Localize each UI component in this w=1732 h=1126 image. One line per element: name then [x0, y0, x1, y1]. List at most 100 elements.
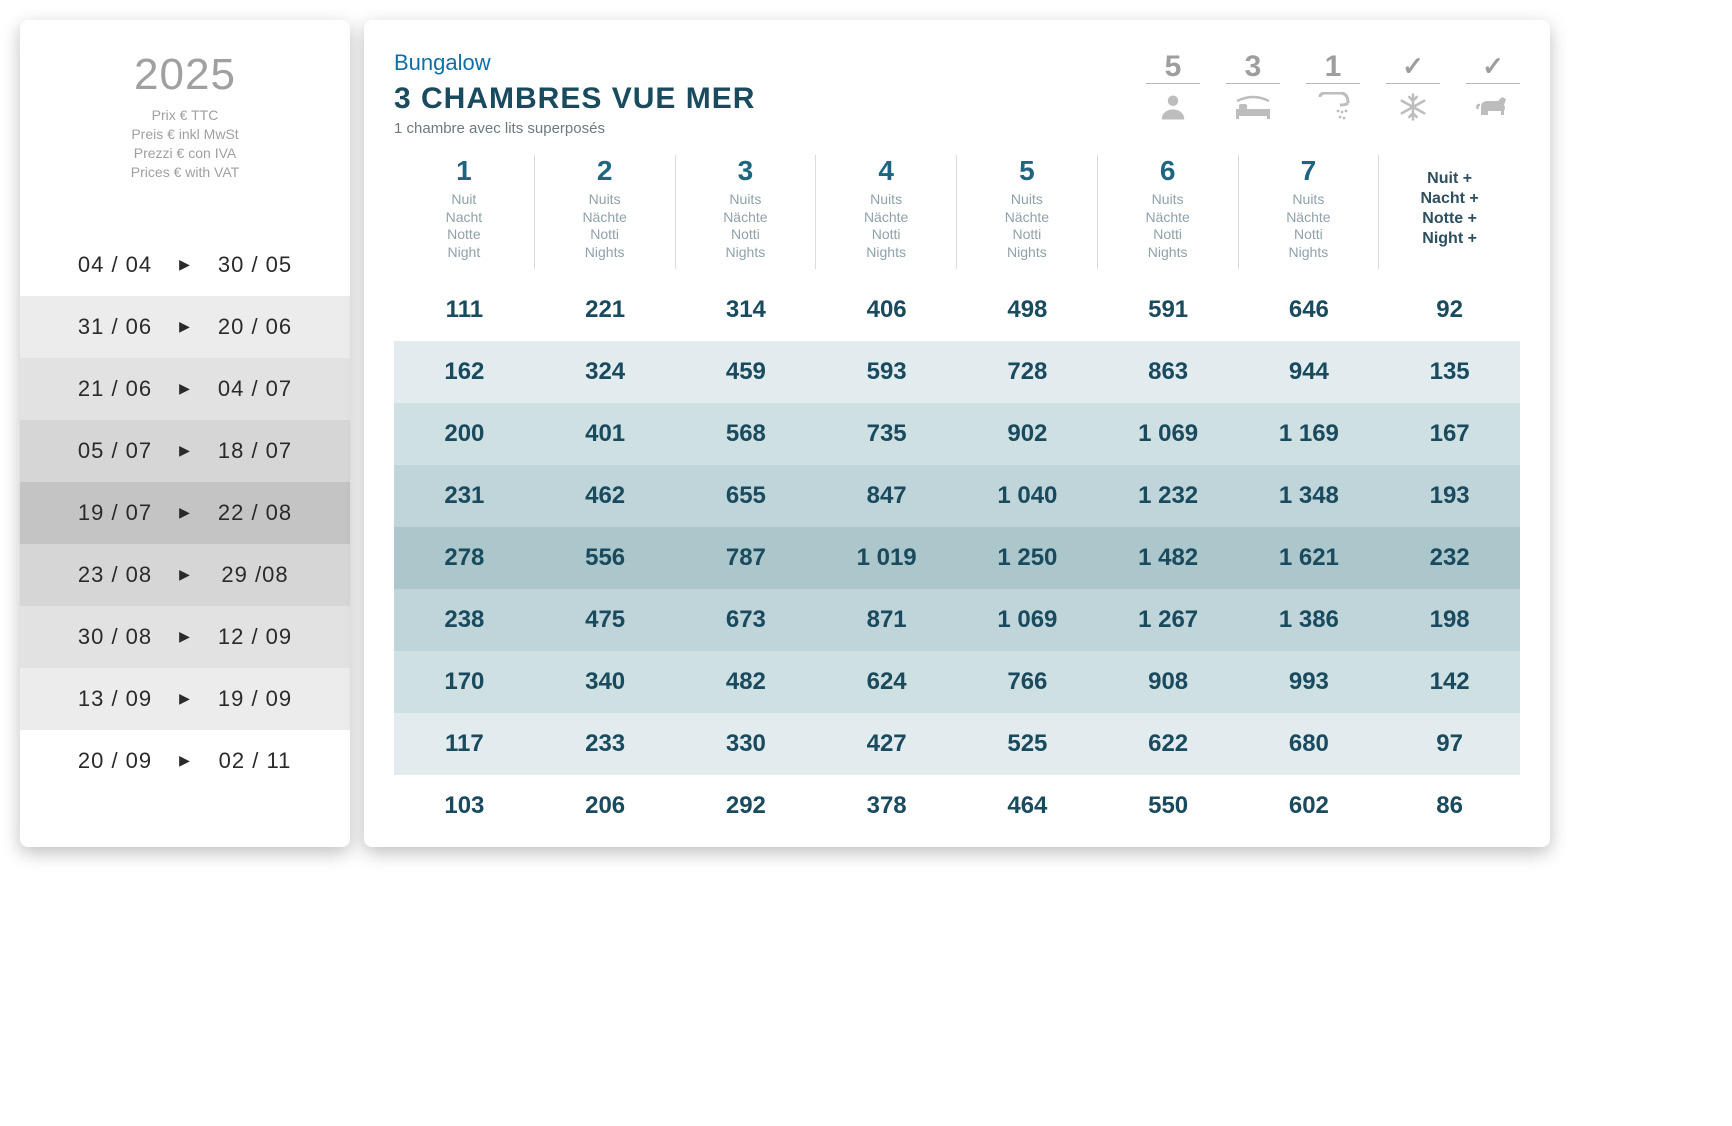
col-labels: NuitsNächteNottiNights	[1106, 191, 1230, 261]
date-row: 23 / 08▶29 /08	[20, 544, 350, 606]
year-label: 2025	[20, 50, 350, 100]
price-row: 11723333042752562268097	[394, 713, 1520, 775]
price-cell: 498	[957, 296, 1098, 324]
price-cell: 170	[394, 668, 535, 696]
amenity-person: 5	[1146, 50, 1200, 124]
price-cell: 200	[394, 420, 535, 448]
price-cell: 198	[1379, 606, 1520, 634]
date-to: 18 / 07	[200, 438, 310, 464]
bed-icon	[1233, 90, 1273, 124]
arrow-right-icon: ▶	[170, 256, 200, 273]
date-row: 19 / 07▶22 / 08	[20, 482, 350, 544]
price-cell: 401	[535, 420, 676, 448]
date-row: 13 / 09▶19 / 09	[20, 668, 350, 730]
price-note: Prix € TTC Preis € inkl MwSt Prezzi € co…	[20, 106, 350, 182]
price-cell: 871	[816, 606, 957, 634]
price-cell: 847	[816, 482, 957, 510]
price-cell: 624	[816, 668, 957, 696]
date-row: 05 / 07▶18 / 07	[20, 420, 350, 482]
date-from: 30 / 08	[60, 624, 170, 650]
column-header: 6NuitsNächteNottiNights	[1098, 155, 1239, 269]
price-cell: 482	[676, 668, 817, 696]
price-cell: 314	[676, 296, 817, 324]
price-cell: 1 482	[1098, 544, 1239, 572]
price-cell: 680	[1239, 730, 1380, 758]
price-cell: 1 267	[1098, 606, 1239, 634]
price-row: 2314626558471 0401 2321 348193	[394, 465, 1520, 527]
price-cell: 1 069	[1098, 420, 1239, 448]
column-header: 5NuitsNächteNottiNights	[957, 155, 1098, 269]
col-labels: NuitsNächteNottiNights	[543, 191, 667, 261]
price-cell: 568	[676, 420, 817, 448]
amenity-dog: ✓	[1466, 50, 1520, 124]
price-cell: 1 069	[957, 606, 1098, 634]
arrow-right-icon: ▶	[170, 690, 200, 707]
price-cell: 673	[676, 606, 817, 634]
price-cell: 1 621	[1239, 544, 1380, 572]
price-rows-container: 1112213144064985916469216232445959372886…	[394, 279, 1520, 837]
column-header-extra: Nuit +Nacht +Notte +Night +	[1379, 155, 1520, 257]
date-from: 05 / 07	[60, 438, 170, 464]
arrow-right-icon: ▶	[170, 566, 200, 583]
price-cell: 111	[394, 296, 535, 324]
col-labels: NuitsNächteNottiNights	[965, 191, 1089, 261]
date-to: 04 / 07	[200, 376, 310, 402]
price-row: 10320629237846455060286	[394, 775, 1520, 837]
price-cell: 221	[535, 296, 676, 324]
price-cell: 206	[535, 792, 676, 820]
price-cell: 1 232	[1098, 482, 1239, 510]
amenity-value: 3	[1226, 50, 1280, 84]
date-rows-container: 04 / 04▶30 / 0531 / 06▶20 / 0621 / 06▶04…	[20, 234, 350, 792]
price-cell: 231	[394, 482, 535, 510]
price-cell: 766	[957, 668, 1098, 696]
header-row: Bungalow 3 CHAMBRES VUE MER 1 chambre av…	[394, 50, 1520, 137]
price-row: 11122131440649859164692	[394, 279, 1520, 341]
col-labels: Nuit +Nacht +Notte +Night +	[1387, 169, 1512, 249]
column-header: 7NuitsNächteNottiNights	[1239, 155, 1380, 269]
amenity-value: ✓	[1466, 50, 1520, 84]
date-from: 13 / 09	[60, 686, 170, 712]
price-cell: 330	[676, 730, 817, 758]
snowflake-icon	[1398, 90, 1428, 124]
price-cell: 193	[1379, 482, 1520, 510]
date-row: 20 / 09▶02 / 11	[20, 730, 350, 792]
price-row: 162324459593728863944135	[394, 341, 1520, 403]
date-panel: 2025 Prix € TTC Preis € inkl MwSt Prezzi…	[20, 20, 350, 847]
date-to: 12 / 09	[200, 624, 310, 650]
price-cell: 1 250	[957, 544, 1098, 572]
dog-icon	[1476, 90, 1510, 124]
price-cell: 142	[1379, 668, 1520, 696]
price-cell: 787	[676, 544, 817, 572]
col-labels: NuitsNächteNottiNights	[824, 191, 948, 261]
category-label: Bungalow	[394, 50, 755, 76]
date-to: 19 / 09	[200, 686, 310, 712]
date-to: 29 /08	[200, 562, 310, 588]
date-row: 30 / 08▶12 / 09	[20, 606, 350, 668]
arrow-right-icon: ▶	[170, 628, 200, 645]
col-labels: NuitsNächteNottiNights	[684, 191, 808, 261]
price-cell: 103	[394, 792, 535, 820]
price-row: 170340482624766908993142	[394, 651, 1520, 713]
title-block: Bungalow 3 CHAMBRES VUE MER 1 chambre av…	[394, 50, 755, 137]
column-header: 4 NuitsNächteNottiNights	[816, 155, 957, 269]
price-cell: 602	[1239, 792, 1380, 820]
price-cell: 591	[1098, 296, 1239, 324]
price-cell: 622	[1098, 730, 1239, 758]
price-panel: Bungalow 3 CHAMBRES VUE MER 1 chambre av…	[364, 20, 1550, 847]
price-cell: 167	[1379, 420, 1520, 448]
amenity-snowflake: ✓	[1386, 50, 1440, 124]
price-cell: 735	[816, 420, 957, 448]
date-row: 04 / 04▶30 / 05	[20, 234, 350, 296]
column-headers: 1NuitNachtNotteNight2NuitsNächteNottiNig…	[394, 155, 1520, 269]
price-cell: 427	[816, 730, 957, 758]
price-cell: 86	[1379, 792, 1520, 820]
col-labels: NuitNachtNotteNight	[402, 191, 526, 261]
price-cell: 233	[535, 730, 676, 758]
price-row: 2384756738711 0691 2671 386198	[394, 589, 1520, 651]
price-cell: 550	[1098, 792, 1239, 820]
col-number: 4	[824, 155, 948, 187]
price-cell: 238	[394, 606, 535, 634]
col-number: 7	[1247, 155, 1371, 187]
price-row: 2785567871 0191 2501 4821 621232	[394, 527, 1520, 589]
arrow-right-icon: ▶	[170, 504, 200, 521]
